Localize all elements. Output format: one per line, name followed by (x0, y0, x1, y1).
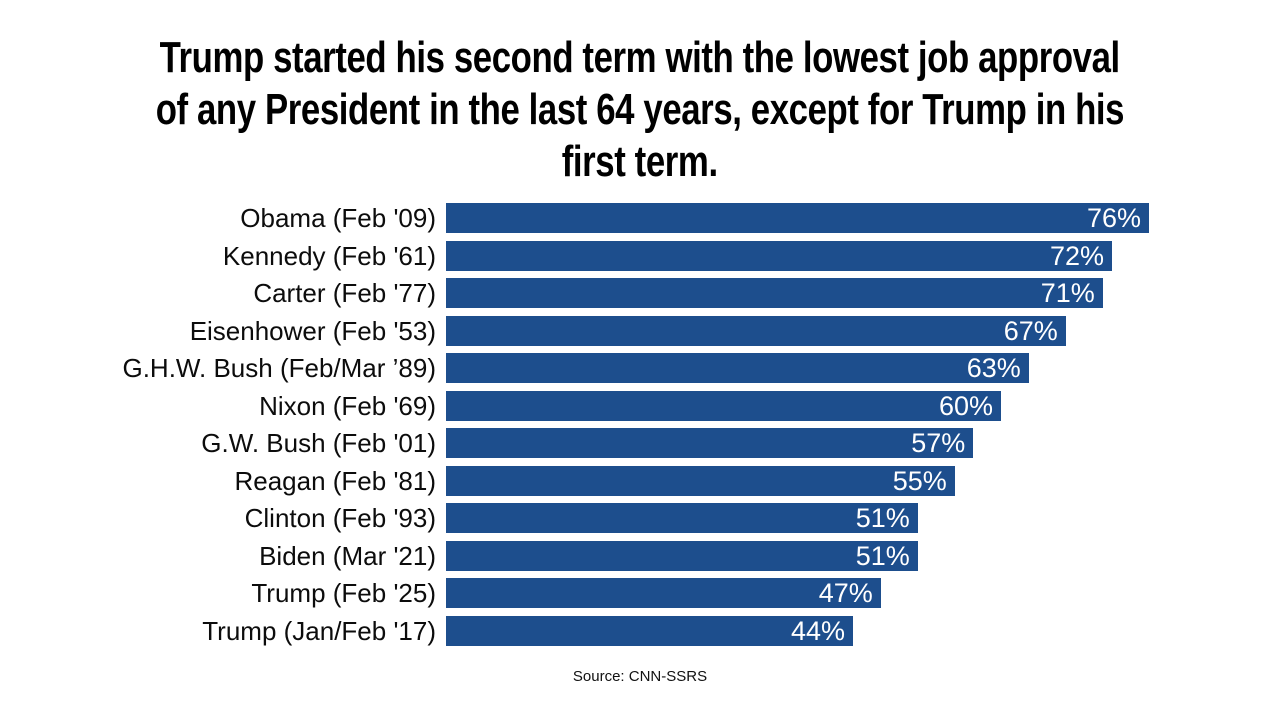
title-line-1: Trump started his second term with the l… (159, 33, 1121, 82)
category-label: Trump (Jan/Feb '17) (202, 615, 436, 646)
bar-area: 76% (446, 203, 1280, 233)
bar: 44% (446, 615, 853, 646)
category-label: Trump (Feb '25) (251, 578, 436, 608)
bar: 47% (446, 578, 881, 608)
bar: 55% (446, 465, 955, 496)
bar: 60% (446, 390, 1001, 421)
value-label: 71% (1040, 278, 1095, 308)
bar: 71% (446, 278, 1103, 308)
bar-row: Trump (Jan/Feb '17) 44% (0, 615, 1280, 646)
bar: 51% (446, 540, 918, 571)
category-label: Carter (Feb '77) (253, 278, 436, 308)
category-label: G.W. Bush (Feb '01) (201, 428, 436, 458)
bar-row: Kennedy (Feb '61) 72% (0, 240, 1280, 271)
bar-area: 60% (446, 390, 1280, 421)
value-label: 51% (855, 503, 910, 533)
bar-chart: Obama (Feb '09) 76% Kennedy (Feb '61) 72… (0, 203, 1280, 653)
category-label: G.H.W. Bush (Feb/Mar ’89) (122, 353, 436, 383)
value-label: 72% (1049, 240, 1104, 271)
bar: 67% (446, 315, 1066, 346)
value-label: 44% (790, 615, 845, 646)
bar-row: Trump (Feb '25) 47% (0, 578, 1280, 608)
chart-title: Trump started his second term with the l… (0, 32, 1280, 188)
bar-row: G.H.W. Bush (Feb/Mar ’89) 63% (0, 353, 1280, 383)
bar-row: Eisenhower (Feb '53) 67% (0, 315, 1280, 346)
bar: 51% (446, 503, 918, 533)
bar: 72% (446, 240, 1112, 271)
bar: 57% (446, 428, 974, 458)
title-line-2: of any President in the last 64 years, e… (155, 85, 1125, 134)
value-label: 63% (966, 353, 1021, 383)
value-label: 55% (892, 465, 947, 496)
bar: 63% (446, 353, 1029, 383)
bar-area: 71% (446, 278, 1280, 308)
value-label: 51% (855, 540, 910, 571)
bar-area: 44% (446, 615, 1280, 646)
bar-area: 63% (446, 353, 1280, 383)
bar: 76% (446, 203, 1149, 233)
bar-row: Biden (Mar '21) 51% (0, 540, 1280, 571)
value-label: 47% (818, 578, 873, 608)
category-label: Eisenhower (Feb '53) (189, 315, 436, 346)
category-label: Obama (Feb '09) (240, 203, 436, 233)
title-line-3: first term. (561, 137, 718, 186)
category-label: Reagan (Feb '81) (234, 465, 436, 496)
bar-row: Obama (Feb '09) 76% (0, 203, 1280, 233)
bar-area: 57% (446, 428, 1280, 458)
value-label: 60% (938, 390, 993, 421)
category-label: Clinton (Feb '93) (244, 503, 436, 533)
bar-row: Reagan (Feb '81) 55% (0, 465, 1280, 496)
bar-area: 51% (446, 503, 1280, 533)
bar-area: 51% (446, 540, 1280, 571)
category-label: Nixon (Feb '69) (259, 390, 436, 421)
bar-area: 72% (446, 240, 1280, 271)
value-label: 57% (911, 428, 966, 458)
bar-row: Carter (Feb '77) 71% (0, 278, 1280, 308)
source-credit: Source: CNN-SSRS (572, 668, 708, 685)
bar-area: 67% (446, 315, 1280, 346)
value-label: 67% (1003, 315, 1058, 346)
category-label: Biden (Mar '21) (259, 540, 436, 571)
category-label: Kennedy (Feb '61) (222, 240, 436, 271)
bar-area: 47% (446, 578, 1280, 608)
bar-area: 55% (446, 465, 1280, 496)
bar-row: G.W. Bush (Feb '01) 57% (0, 428, 1280, 458)
value-label: 76% (1086, 203, 1141, 233)
bar-row: Nixon (Feb '69) 60% (0, 390, 1280, 421)
bar-row: Clinton (Feb '93) 51% (0, 503, 1280, 533)
